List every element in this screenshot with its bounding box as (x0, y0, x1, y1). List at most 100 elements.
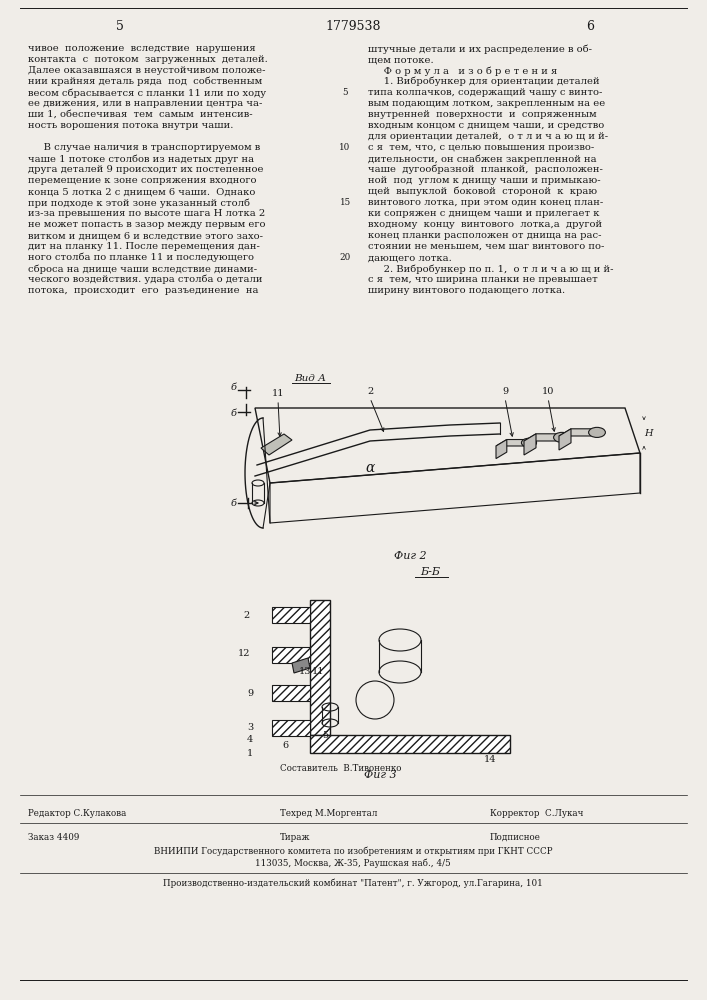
Text: конец планки расположен от днища на рас-: конец планки расположен от днища на рас- (368, 231, 602, 240)
Text: друга деталей 9 происходит их постепенное: друга деталей 9 происходит их постепенно… (28, 165, 264, 174)
Text: из-за превышения по высоте шага Н лотка 2: из-за превышения по высоте шага Н лотка … (28, 209, 265, 218)
Text: 14: 14 (484, 756, 496, 764)
Polygon shape (496, 440, 534, 446)
Text: Производственно-издательский комбинат "Патент", г. Ужгород, ул.Гагарина, 101: Производственно-издательский комбинат "П… (163, 878, 543, 888)
Text: стоянии не меньшем, чем шаг винтового по-: стоянии не меньшем, чем шаг винтового по… (368, 242, 604, 251)
Text: перемещение к зоне сопряжения входного: перемещение к зоне сопряжения входного (28, 176, 257, 185)
Text: с я  тем, что ширина планки не превышает: с я тем, что ширина планки не превышает (368, 275, 597, 284)
Text: сброса на днище чаши вследствие динами-: сброса на днище чаши вследствие динами- (28, 264, 257, 273)
Text: Редактор С.Кулакова: Редактор С.Кулакова (28, 809, 127, 818)
Text: ВНИИПИ Государственного комитета по изобретениям и открытиям при ГКНТ СССР: ВНИИПИ Государственного комитета по изоб… (153, 847, 552, 856)
Text: витком и днищем 6 и вследствие этого захо-: витком и днищем 6 и вследствие этого зах… (28, 231, 263, 240)
Text: ной  под  углом к днищу чаши и примыкаю-: ной под углом к днищу чаши и примыкаю- (368, 176, 601, 185)
Polygon shape (524, 434, 568, 441)
Text: Корректор  С.Лукач: Корректор С.Лукач (490, 809, 583, 818)
Text: чивое  положение  вследствие  нарушения: чивое положение вследствие нарушения (28, 44, 256, 53)
Text: типа колпачков, содержащий чашу с винто-: типа колпачков, содержащий чашу с винто- (368, 88, 602, 97)
Text: дит на планку 11. После перемещения дан-: дит на планку 11. После перемещения дан- (28, 242, 260, 251)
Text: 10: 10 (339, 143, 351, 152)
Text: б: б (231, 498, 237, 508)
Text: конца 5 лотка 2 с днищем 6 чаши.  Однако: конца 5 лотка 2 с днищем 6 чаши. Однако (28, 187, 255, 196)
Text: входным концом с днищем чаши, и средство: входным концом с днищем чаши, и средство (368, 121, 604, 130)
Text: ного столба по планке 11 и последующего: ного столба по планке 11 и последующего (28, 253, 254, 262)
Text: входному  концу  винтового  лотка,а  другой: входному концу винтового лотка,а другой (368, 220, 602, 229)
Text: контакта  с  потоком  загруженных  деталей.: контакта с потоком загруженных деталей. (28, 55, 268, 64)
Text: не может попасть в зазор между первым его: не может попасть в зазор между первым ег… (28, 220, 266, 229)
Polygon shape (559, 429, 571, 450)
Text: б: б (231, 410, 237, 418)
Polygon shape (524, 434, 536, 455)
Text: 20: 20 (339, 253, 351, 262)
Bar (272, 607, 310, 623)
Text: Составитель  В.Тивоненко: Составитель В.Тивоненко (280, 764, 402, 773)
Text: 6: 6 (586, 19, 594, 32)
Text: весом сбрасывается с планки 11 или по ходу: весом сбрасывается с планки 11 или по хо… (28, 88, 266, 98)
Text: 11: 11 (312, 666, 325, 676)
Text: 2: 2 (244, 610, 250, 619)
Text: вым подающим лотком, закрепленным на ее: вым подающим лотком, закрепленным на ее (368, 99, 605, 108)
Text: с я  тем, что, с целью повышения произво-: с я тем, что, с целью повышения произво- (368, 143, 595, 152)
Text: ширину винтового подающего лотка.: ширину винтового подающего лотка. (368, 286, 565, 295)
Text: дающего лотка.: дающего лотка. (368, 253, 452, 262)
Text: 2: 2 (367, 387, 373, 396)
Text: 11: 11 (271, 389, 284, 398)
Ellipse shape (522, 438, 537, 447)
Polygon shape (292, 658, 310, 673)
Text: Далее оказавшаяся в неустойчивом положе-: Далее оказавшаяся в неустойчивом положе- (28, 66, 266, 75)
Text: Фиг 2: Фиг 2 (394, 551, 426, 561)
Text: 3: 3 (247, 724, 253, 732)
Ellipse shape (589, 427, 605, 437)
Text: 6: 6 (282, 740, 288, 750)
Text: 9: 9 (247, 688, 253, 698)
Text: Тираж: Тираж (280, 833, 310, 842)
Text: 5: 5 (116, 19, 124, 32)
Text: ческого воздействия. удара столба о детали: ческого воздействия. удара столба о дета… (28, 275, 262, 284)
Text: потока,  происходит  его  разъединение  на: потока, происходит его разъединение на (28, 286, 259, 295)
Text: 13: 13 (299, 666, 311, 676)
Text: ши 1, обеспечивая  тем  самым  интенсив-: ши 1, обеспечивая тем самым интенсив- (28, 110, 252, 119)
Text: при подходе к этой зоне указанный столб: при подходе к этой зоне указанный столб (28, 198, 250, 208)
Text: 15: 15 (339, 198, 351, 207)
Text: 5: 5 (342, 88, 348, 97)
Text: нии крайняя деталь ряда  под  собственным: нии крайняя деталь ряда под собственным (28, 77, 262, 87)
Text: ки сопряжен с днищем чаши и прилегает к: ки сопряжен с днищем чаши и прилегает к (368, 209, 600, 218)
Ellipse shape (554, 432, 571, 442)
Text: дительности, он снабжен закрепленной на: дительности, он снабжен закрепленной на (368, 154, 597, 163)
Text: 5: 5 (322, 730, 328, 740)
Text: 1. Вибробункер для ориентации деталей: 1. Вибробункер для ориентации деталей (368, 77, 600, 87)
Text: Б-Б: Б-Б (420, 567, 440, 577)
Bar (272, 720, 310, 736)
Text: щем потоке.: щем потоке. (368, 55, 433, 64)
Text: винтового лотка, при этом один конец план-: винтового лотка, при этом один конец пла… (368, 198, 603, 207)
Text: Ф о р м у л а   и з о б р е т е н и я: Ф о р м у л а и з о б р е т е н и я (368, 66, 557, 76)
Text: α: α (366, 461, 375, 475)
Text: для ориентации деталей,  о т л и ч а ю щ и й-: для ориентации деталей, о т л и ч а ю щ … (368, 132, 608, 141)
Text: 113035, Москва, Ж-35, Раушская наб., 4/5: 113035, Москва, Ж-35, Раушская наб., 4/5 (255, 858, 451, 867)
Text: 1: 1 (247, 748, 253, 758)
Text: 12: 12 (238, 648, 250, 658)
Text: 4: 4 (247, 736, 253, 744)
Text: внутренней  поверхности  и  сопряженным: внутренней поверхности и сопряженным (368, 110, 597, 119)
Polygon shape (261, 434, 292, 455)
Text: щей  выпуклой  боковой  стороной  к  краю: щей выпуклой боковой стороной к краю (368, 187, 597, 196)
Text: Заказ 4409: Заказ 4409 (28, 833, 79, 842)
Text: 9: 9 (502, 387, 508, 396)
Text: Фиг 3: Фиг 3 (363, 770, 397, 780)
Text: Вид А: Вид А (294, 374, 326, 383)
Text: б: б (231, 383, 237, 392)
Text: Техред М.Моргентал: Техред М.Моргентал (280, 809, 378, 818)
Text: штучные детали и их распределение в об-: штучные детали и их распределение в об- (368, 44, 592, 53)
Bar (272, 647, 310, 663)
Text: ее движения, или в направлении центра ча-: ее движения, или в направлении центра ча… (28, 99, 262, 108)
Text: чаше  дугообразной  планкой,  расположен-: чаше дугообразной планкой, расположен- (368, 165, 603, 174)
Bar (272, 685, 310, 701)
Bar (310, 735, 510, 753)
Text: 2. Вибробункер по п. 1,  о т л и ч а ю щ и й-: 2. Вибробункер по п. 1, о т л и ч а ю щ … (368, 264, 614, 273)
Text: Подписное: Подписное (490, 833, 541, 842)
Text: 10: 10 (542, 387, 554, 396)
Polygon shape (559, 429, 603, 436)
Text: H: H (644, 428, 653, 438)
Text: ность ворошения потока внутри чаши.: ность ворошения потока внутри чаши. (28, 121, 233, 130)
Text: В случае наличия в транспортируемом в: В случае наличия в транспортируемом в (28, 143, 260, 152)
Text: чаше 1 потоке столбов из надетых друг на: чаше 1 потоке столбов из надетых друг на (28, 154, 254, 163)
